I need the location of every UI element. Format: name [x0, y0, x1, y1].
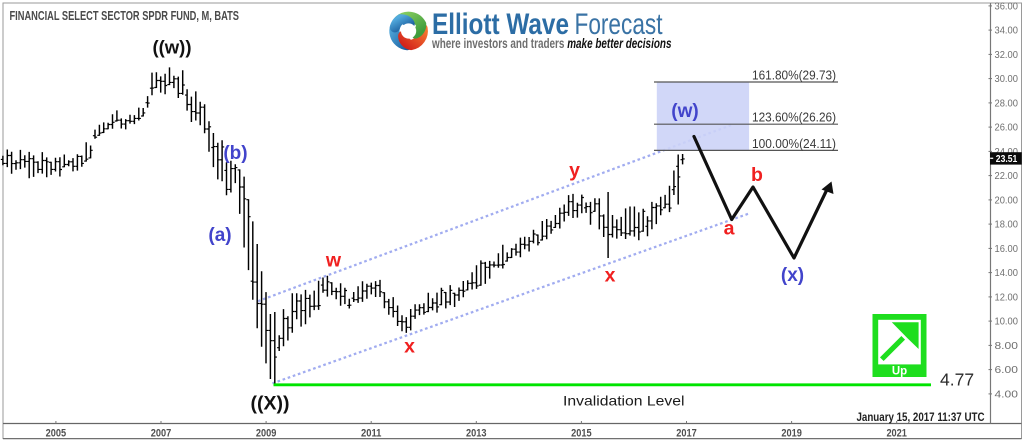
- svg-text:a: a: [724, 217, 735, 239]
- svg-text:16.00: 16.00: [995, 244, 1019, 255]
- svg-text:4.77: 4.77: [940, 369, 974, 389]
- svg-text:4.00: 4.00: [995, 389, 1019, 400]
- svg-text:161.80%(29.73): 161.80%(29.73): [752, 68, 836, 82]
- svg-text:2005: 2005: [46, 428, 67, 440]
- svg-text:2019: 2019: [781, 428, 802, 440]
- svg-text:(w): (w): [671, 101, 698, 122]
- svg-text:(a): (a): [208, 225, 231, 246]
- svg-text:y: y: [569, 160, 580, 182]
- svg-text:2021: 2021: [886, 428, 907, 440]
- svg-text:2007: 2007: [151, 428, 172, 440]
- svg-text:10.00: 10.00: [995, 317, 1019, 328]
- svg-text:26.00: 26.00: [995, 123, 1019, 134]
- svg-text:where investors and traders ma: where investors and traders make better …: [431, 36, 672, 51]
- svg-text:2017: 2017: [676, 428, 697, 440]
- svg-text:((X)): ((X)): [251, 393, 290, 415]
- svg-text:2009: 2009: [256, 428, 277, 440]
- svg-text:January 15, 2017 11:37 UTC: January 15, 2017 11:37 UTC: [857, 410, 985, 424]
- svg-text:Forecast: Forecast: [575, 8, 663, 41]
- svg-text:22.00: 22.00: [995, 171, 1019, 182]
- svg-text:32.00: 32.00: [995, 50, 1019, 61]
- svg-text:28.00: 28.00: [995, 98, 1019, 109]
- svg-text:Invalidation Level: Invalidation Level: [563, 393, 685, 409]
- svg-text:2013: 2013: [466, 428, 487, 440]
- svg-text:FINANCIAL SELECT SECTOR SPDR F: FINANCIAL SELECT SECTOR SPDR FUND, M, BA…: [10, 9, 240, 23]
- svg-text:30.00: 30.00: [995, 74, 1019, 85]
- svg-text:14.00: 14.00: [995, 268, 1019, 279]
- svg-text:x: x: [404, 336, 415, 358]
- svg-text:36.00: 36.00: [995, 1, 1019, 12]
- svg-text:8.00: 8.00: [995, 341, 1019, 352]
- svg-text:20.00: 20.00: [995, 195, 1019, 206]
- svg-text:100.00%(24.11): 100.00%(24.11): [752, 137, 836, 151]
- svg-text:(x): (x): [781, 265, 804, 286]
- svg-text:6.00: 6.00: [995, 365, 1019, 376]
- svg-text:123.60%(26.26): 123.60%(26.26): [752, 111, 836, 125]
- svg-text:23.51: 23.51: [996, 154, 1018, 165]
- svg-text:2011: 2011: [361, 428, 382, 440]
- svg-text:34.00: 34.00: [995, 26, 1019, 37]
- svg-text:12.00: 12.00: [995, 292, 1019, 303]
- svg-text:Elliott Wave: Elliott Wave: [432, 8, 569, 41]
- svg-text:((w)): ((w)): [152, 37, 191, 58]
- svg-text:(b): (b): [223, 143, 247, 164]
- svg-text:w: w: [325, 249, 342, 271]
- svg-text:x: x: [605, 265, 616, 287]
- svg-text:2015: 2015: [571, 428, 592, 440]
- svg-text:b: b: [751, 164, 763, 186]
- svg-text:18.00: 18.00: [995, 220, 1019, 231]
- svg-text:Up: Up: [892, 365, 907, 377]
